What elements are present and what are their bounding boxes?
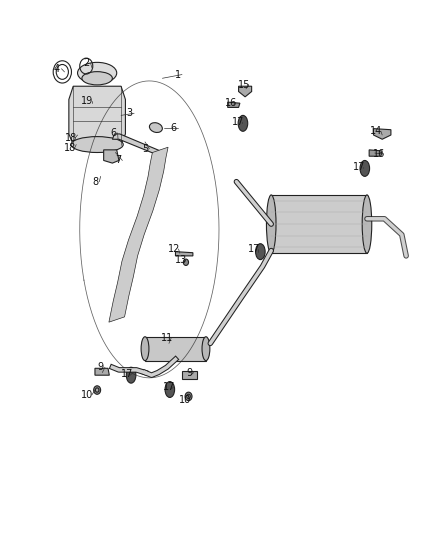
Ellipse shape — [187, 394, 190, 399]
Polygon shape — [239, 86, 252, 97]
Text: 17: 17 — [353, 162, 365, 172]
Polygon shape — [374, 128, 391, 139]
Text: 7: 7 — [115, 156, 121, 165]
Ellipse shape — [141, 337, 149, 361]
Polygon shape — [369, 150, 382, 156]
Text: 19: 19 — [81, 96, 94, 106]
Text: 2: 2 — [83, 59, 89, 68]
Polygon shape — [109, 147, 168, 322]
Polygon shape — [228, 102, 240, 108]
Text: 3: 3 — [127, 108, 133, 118]
Ellipse shape — [94, 386, 101, 394]
Text: 9: 9 — [98, 362, 104, 372]
Ellipse shape — [266, 195, 276, 253]
Ellipse shape — [185, 392, 192, 401]
Text: 6: 6 — [110, 128, 117, 138]
Ellipse shape — [360, 160, 370, 176]
Ellipse shape — [82, 71, 113, 85]
Ellipse shape — [71, 136, 123, 152]
Polygon shape — [113, 134, 160, 155]
Text: 8: 8 — [92, 176, 98, 187]
Polygon shape — [95, 368, 110, 375]
Text: 17: 17 — [232, 117, 244, 127]
Ellipse shape — [202, 337, 210, 361]
Text: 14: 14 — [371, 126, 383, 136]
Ellipse shape — [362, 195, 372, 253]
Ellipse shape — [149, 123, 162, 133]
Text: 17: 17 — [163, 382, 175, 392]
Ellipse shape — [95, 388, 99, 392]
Text: 5: 5 — [142, 144, 148, 154]
Ellipse shape — [255, 244, 265, 260]
Text: 17: 17 — [247, 244, 260, 254]
Text: 9: 9 — [186, 368, 192, 377]
Text: 13: 13 — [175, 255, 187, 265]
Ellipse shape — [165, 382, 175, 398]
Text: 16: 16 — [225, 98, 237, 108]
Polygon shape — [104, 150, 119, 163]
Text: 4: 4 — [54, 64, 60, 74]
Ellipse shape — [238, 115, 248, 131]
Text: 12: 12 — [168, 244, 180, 254]
Text: 17: 17 — [121, 369, 134, 378]
Text: 6: 6 — [170, 123, 177, 133]
Polygon shape — [69, 86, 125, 144]
Text: 18: 18 — [64, 143, 76, 154]
Text: 11: 11 — [161, 333, 173, 343]
Text: 1: 1 — [175, 70, 181, 79]
Polygon shape — [271, 195, 367, 253]
Polygon shape — [182, 372, 197, 379]
Text: 16: 16 — [373, 149, 385, 159]
Text: 10: 10 — [179, 395, 191, 405]
Ellipse shape — [126, 367, 136, 383]
Text: 15: 15 — [238, 79, 251, 90]
Polygon shape — [176, 252, 193, 256]
Text: 10: 10 — [81, 390, 94, 400]
Text: 18: 18 — [65, 133, 77, 143]
Polygon shape — [145, 337, 206, 361]
Ellipse shape — [184, 259, 188, 265]
Ellipse shape — [78, 62, 117, 84]
